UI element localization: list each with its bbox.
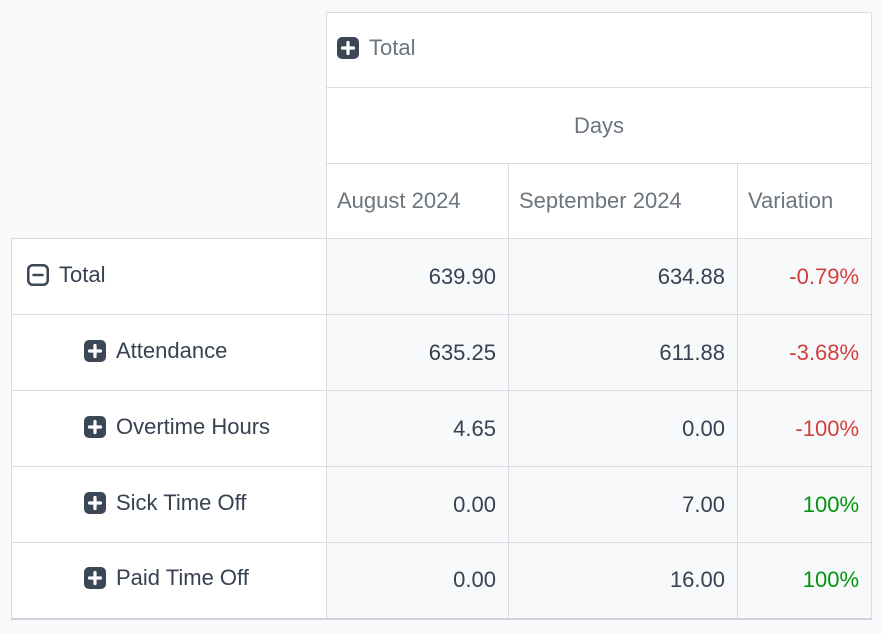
row-label: Attendance (116, 337, 228, 363)
plus-square-icon[interactable] (337, 37, 359, 59)
empty-corner (12, 13, 327, 88)
row-header-paid-time-off[interactable]: Paid Time Off (11, 542, 327, 620)
cell-attendance-variation: -3.68% (736, 314, 873, 391)
row-header-sick-time-off[interactable]: Sick Time Off (11, 466, 327, 543)
plus-square-icon[interactable] (84, 415, 106, 438)
cell-paid-september: 16.00 (508, 542, 738, 620)
column-header-august-2024[interactable]: August 2024 (326, 163, 509, 239)
cell-total-august: 639.90 (326, 238, 509, 315)
cell-attendance-august: 635.25 (326, 314, 509, 391)
cell-total-september: 634.88 (508, 238, 738, 315)
plus-square-icon[interactable] (84, 567, 106, 590)
cell-overtime-variation: -100% (736, 390, 873, 467)
minus-square-icon[interactable] (27, 263, 49, 286)
cell-total-variation: -0.79% (736, 238, 873, 315)
plus-square-icon[interactable] (84, 339, 106, 362)
row-label: Overtime Hours (116, 413, 271, 439)
plus-square-icon[interactable] (84, 491, 106, 514)
cell-attendance-september: 611.88 (508, 314, 738, 391)
row-header-attendance[interactable]: Attendance (11, 314, 327, 391)
table-row-total: Total 639.90 634.88 -0.79% (11, 238, 873, 315)
cell-sick-august: 0.00 (326, 466, 509, 543)
empty-corner (12, 164, 327, 239)
table-row-overtime-hours: Overtime Hours 4.65 0.00 -100% (11, 390, 873, 467)
cell-sick-variation: 100% (736, 466, 873, 543)
column-group-total-label: Total (369, 35, 416, 60)
row-header-total[interactable]: Total (11, 238, 327, 315)
row-label: Sick Time Off (116, 489, 247, 515)
pivot-table: Total Days August 2024 September 2024 Va… (11, 12, 873, 620)
cell-paid-august: 0.00 (326, 542, 509, 620)
table-row-paid-time-off: Paid Time Off 0.00 16.00 100% (11, 542, 873, 620)
row-label: Total (59, 261, 106, 287)
cell-overtime-august: 4.65 (326, 390, 509, 467)
column-group-total-header[interactable]: Total (325, 12, 873, 88)
cell-paid-variation: 100% (736, 542, 873, 620)
cell-overtime-september: 0.00 (508, 390, 738, 467)
row-header-overtime-hours[interactable]: Overtime Hours (11, 390, 327, 467)
cell-sick-september: 7.00 (508, 466, 738, 543)
empty-corner (12, 88, 327, 164)
table-row-attendance: Attendance 635.25 611.88 -3.68% (11, 314, 873, 391)
measure-header: Days (325, 87, 873, 164)
column-header-september-2024[interactable]: September 2024 (508, 163, 738, 239)
row-label: Paid Time Off (116, 565, 249, 591)
column-header-variation: Variation (736, 163, 873, 239)
table-row-sick-time-off: Sick Time Off 0.00 7.00 100% (11, 466, 873, 543)
